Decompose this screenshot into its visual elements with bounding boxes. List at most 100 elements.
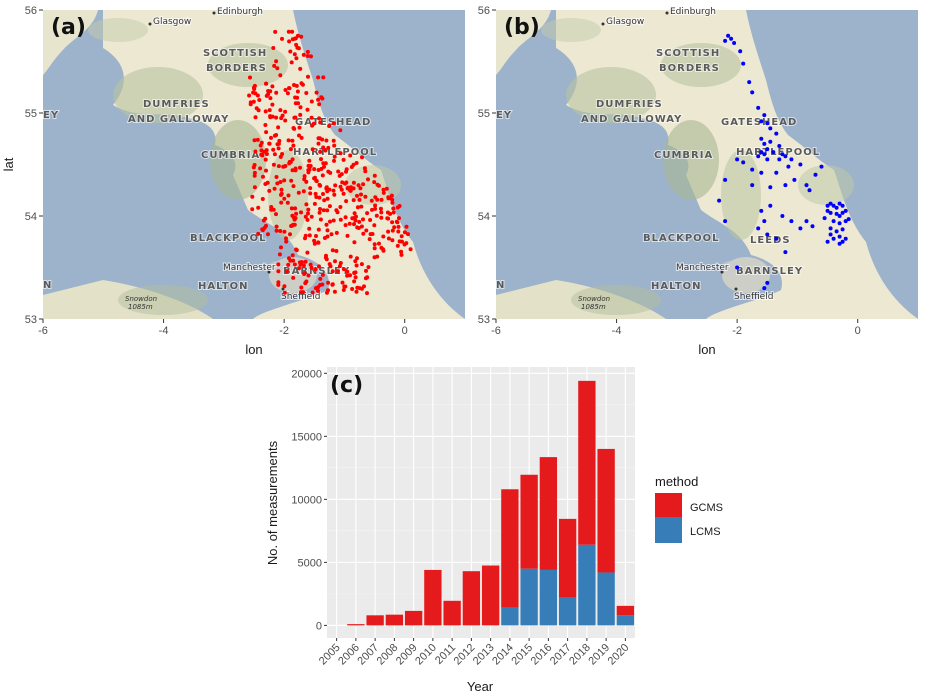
y-axis-title: lat (1, 157, 16, 171)
map-point (337, 264, 342, 269)
map-point (267, 108, 272, 113)
map-axes: -6 -4 -2 0 53 54 55 56 lon lat -6 -4 -2 0 53 54 55 56 lon (1, 5, 861, 357)
bar-gcms (597, 448, 615, 573)
legend-swatch-lcms (655, 517, 682, 543)
map-point (399, 249, 404, 254)
map-point (341, 157, 346, 162)
map-point (317, 195, 322, 200)
points-b (717, 33, 851, 291)
bar-gcms (578, 380, 596, 545)
map-point (786, 164, 791, 169)
map-point (267, 188, 272, 193)
map-point (288, 147, 293, 152)
map-point (726, 33, 731, 38)
bar-lcms (539, 569, 558, 626)
map-point (389, 193, 394, 198)
map-point (372, 180, 377, 185)
map-point (299, 285, 304, 290)
map-point (247, 93, 252, 98)
map-point (291, 184, 296, 189)
map-point (292, 262, 297, 267)
map-point (288, 232, 292, 237)
map-point (293, 206, 298, 211)
map-point (284, 239, 289, 244)
map-point (316, 240, 321, 245)
map-point (330, 248, 335, 253)
map-point (282, 290, 287, 295)
map-point (287, 39, 292, 44)
map-point (840, 227, 845, 232)
map-point (404, 224, 409, 229)
x-tick-label: 2008 (375, 642, 401, 668)
map-point (804, 219, 809, 224)
map-point (765, 147, 770, 152)
map-point (369, 198, 374, 203)
map-point (252, 83, 257, 88)
y-tick-label: 55 (25, 108, 37, 120)
map-point (308, 191, 313, 196)
map-point (285, 91, 290, 96)
map-point (373, 195, 378, 200)
map-point (276, 146, 281, 151)
map-point (275, 181, 280, 186)
map-point (308, 186, 313, 191)
map-point (361, 182, 366, 187)
map-point (771, 150, 776, 155)
map-point (372, 173, 377, 178)
map-point (259, 152, 264, 157)
bar-x-axis-title: Year (467, 679, 494, 694)
map-point (397, 216, 401, 221)
map-point (274, 228, 279, 233)
map-point (301, 189, 306, 194)
city-sheffield: Sheffield (281, 292, 320, 302)
map-point (798, 226, 803, 231)
map-point (264, 130, 269, 135)
map-point (361, 217, 365, 222)
map-point (353, 218, 358, 223)
map-point (843, 208, 848, 213)
map-point (359, 286, 364, 291)
map-point (323, 148, 328, 153)
map-point (765, 157, 770, 162)
map-point (304, 202, 309, 207)
y-tick-label: 0 (316, 620, 322, 632)
map-point (335, 210, 340, 215)
map-point (258, 143, 263, 148)
map-point (347, 221, 352, 226)
map-point (365, 275, 370, 280)
map-point (288, 258, 293, 263)
region-halton: HALTON (198, 281, 249, 292)
map-labels-b: Glasgow Edinburgh SCOTTISH BORDERS DUMFR… (495, 6, 820, 311)
bar-gcms (347, 624, 365, 626)
map-point (288, 49, 293, 54)
map-point (277, 252, 282, 257)
map-point (825, 203, 830, 208)
map-point (264, 152, 269, 156)
map-point (325, 228, 330, 233)
map-point (333, 183, 338, 188)
city-sheffield-b: Sheffield (734, 292, 773, 302)
map-point (320, 272, 325, 277)
map-point (395, 220, 400, 225)
map-point (296, 190, 301, 195)
map-point (285, 200, 290, 205)
map-point (762, 152, 767, 157)
legend-label-lcms: LCMS (690, 526, 721, 538)
map-point (364, 228, 369, 233)
y-tick-label: 15000 (291, 431, 322, 443)
map-point (304, 91, 309, 95)
points-a (247, 29, 413, 296)
map-point (390, 228, 395, 233)
map-point (289, 60, 294, 65)
map-point (276, 269, 281, 274)
panel-tag-c: (c) (330, 373, 363, 398)
map-point (357, 219, 362, 224)
map-panel-b: (b) Glasgow Edinburgh SCOTTISH BORDERS D… (495, 6, 918, 319)
peak-snowdon: Snowdon (125, 295, 157, 303)
city-glasgow-b: Glasgow (606, 17, 644, 27)
map-point (294, 56, 299, 61)
map-point (313, 286, 318, 291)
map-point (732, 41, 737, 45)
map-point (272, 186, 277, 191)
map-point (357, 197, 362, 202)
